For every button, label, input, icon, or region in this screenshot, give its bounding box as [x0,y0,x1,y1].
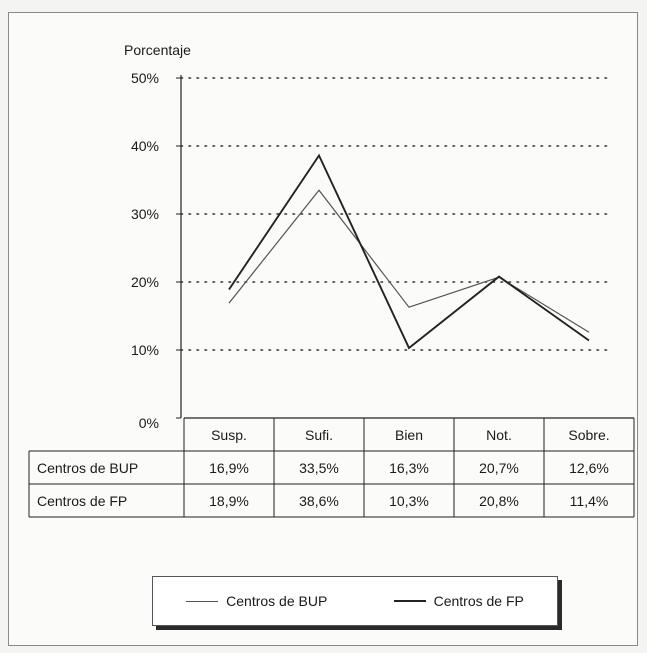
y-tick-label: 20% [131,274,159,290]
legend-label-fp: Centros de FP [433,593,524,609]
legend: Centros de BUP Centros de FP [152,576,558,626]
y-tick-label: 40% [131,138,159,154]
legend-line-fp [393,600,426,602]
x-tick-label: Sobre. [568,427,609,443]
x-tick-label: Not. [486,427,512,443]
legend-label-bup: Centros de BUP [226,593,328,609]
data-label: 11,4% [570,493,609,509]
x-tick-label: Bien [395,427,423,443]
legend-line-bup [186,600,219,602]
y-tick-label: 30% [131,206,159,222]
line-chart: Porcentaje 0% 10% 20% 30% 40% 50% Susp. Sufi. Bie… [28,42,635,518]
data-label: 12,6% [569,460,609,476]
table-series-name: Centros de FP [37,493,127,509]
y-tick-label: 50% [131,70,159,86]
legend-item-fp: Centros de FP [393,593,524,609]
chart-frame: Porcentaje 0% 10% 20% 30% 40% 50% Susp. Sufi. Bie… [8,12,638,646]
data-label: 16,3% [389,460,429,476]
data-label: 20,8% [479,493,519,509]
series-line-bup [228,189,590,333]
legend-item-bup: Centros de BUP [186,593,327,609]
y-tick-label: 0% [139,415,159,431]
data-label: 33,5% [299,460,339,476]
x-tick-label: Susp. [211,427,247,443]
data-label: 10,3% [389,493,429,509]
data-label: 20,7% [479,460,519,476]
data-label: 16,9% [209,460,249,476]
y-axis-label: Porcentaje [124,42,191,58]
data-label: 18,9% [209,493,249,509]
data-label: 38,6% [299,493,339,509]
table-series-name: Centros de BUP [37,460,138,476]
y-tick-label: 10% [131,342,159,358]
series-line-fp [228,153,590,350]
x-tick-label: Sufi. [305,427,333,443]
